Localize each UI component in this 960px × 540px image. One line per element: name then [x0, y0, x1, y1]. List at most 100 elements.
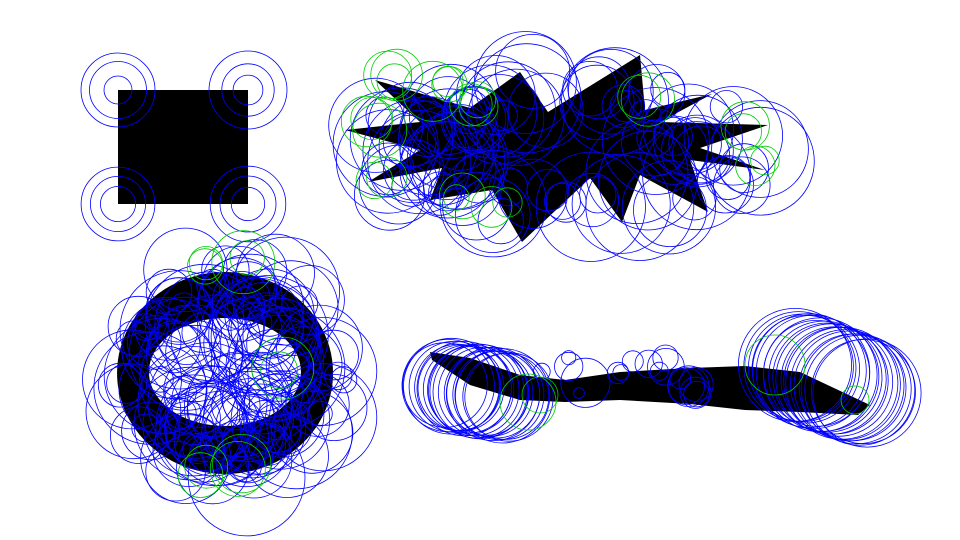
primary-circle	[383, 139, 445, 201]
primary-circle	[652, 344, 679, 371]
primary-circle	[573, 387, 585, 399]
primary-circle	[399, 105, 495, 201]
primary-circle	[89, 61, 147, 119]
primary-circle	[437, 346, 529, 438]
primary-circle	[464, 352, 554, 442]
primary-circle	[559, 64, 635, 140]
primary-circle	[812, 338, 922, 448]
primary-circle	[336, 109, 441, 214]
primary-circle	[121, 401, 180, 461]
secondary-circle	[352, 102, 408, 158]
square-figure	[80, 50, 288, 243]
primary-circle	[554, 351, 584, 382]
primary-circle	[427, 346, 515, 434]
secondary-circle	[617, 74, 662, 119]
primary-circle	[621, 108, 689, 177]
primary-circle	[474, 31, 577, 134]
primary-circle	[137, 346, 250, 459]
primary-circle	[649, 361, 669, 381]
secondary-circle	[340, 95, 393, 148]
primary-circle	[220, 351, 303, 435]
primary-circle	[210, 282, 320, 392]
primary-circle	[209, 165, 287, 243]
primary-circle	[109, 406, 168, 464]
primary-circle	[378, 96, 479, 196]
primary-circle	[107, 295, 169, 357]
primary-circle	[467, 68, 565, 166]
primary-circle	[131, 413, 161, 443]
primary-circle	[276, 304, 363, 392]
primary-circle	[121, 298, 222, 399]
primary-circle	[285, 372, 350, 437]
primary-circle	[454, 177, 531, 253]
secondary-circle	[363, 50, 413, 100]
primary-circle	[679, 376, 712, 409]
primary-circle	[134, 296, 199, 361]
primary-circle	[711, 100, 809, 198]
primary-circle	[672, 176, 717, 221]
primary-circle	[100, 185, 137, 222]
primary-circle	[154, 271, 264, 382]
secondary-circle	[750, 145, 780, 176]
primary-circle	[176, 431, 250, 505]
primary-circle	[223, 239, 288, 304]
primary-circle	[143, 227, 228, 312]
primary-circle	[417, 171, 463, 216]
primary-circle	[164, 380, 261, 477]
primary-circle	[230, 186, 266, 222]
primary-circle	[454, 350, 545, 441]
secondary-circle	[260, 351, 298, 390]
primary-circle	[642, 83, 735, 175]
primary-circle	[247, 422, 291, 466]
primary-circle	[90, 175, 147, 232]
primary-circle	[85, 363, 182, 460]
star-shape	[345, 55, 768, 242]
secondary-circle	[459, 81, 497, 119]
primary-circle	[683, 86, 783, 186]
primary-circle	[634, 349, 663, 378]
secondary-circle	[521, 376, 559, 414]
primary-circle	[106, 362, 147, 404]
primary-circle	[244, 413, 329, 498]
primary-circle	[507, 72, 584, 149]
primary-circle	[454, 348, 551, 444]
secondary-circle	[432, 65, 464, 98]
primary-circle	[281, 285, 319, 323]
primary-circle	[399, 121, 497, 219]
primary-circle	[203, 370, 295, 462]
secondary-circle	[350, 97, 394, 140]
primary-circle	[560, 357, 611, 408]
primary-circle	[713, 156, 771, 214]
secondary-circle	[458, 86, 499, 127]
primary-circle	[453, 74, 545, 165]
primary-circle	[332, 91, 439, 198]
primary-circle	[564, 172, 620, 228]
primary-circle	[349, 87, 454, 191]
star-circles	[328, 31, 815, 262]
primary-circle	[211, 380, 261, 431]
secondary-circle	[443, 184, 470, 211]
primary-circle	[545, 181, 587, 223]
primary-circle	[790, 329, 901, 441]
primary-circle	[145, 268, 193, 316]
secondary-circle	[724, 113, 762, 151]
primary-circle	[567, 48, 654, 135]
primary-circle	[705, 155, 751, 200]
secondary-circle	[840, 385, 870, 415]
primary-circle	[146, 277, 212, 343]
primary-circle	[164, 375, 197, 409]
primary-circle	[652, 94, 743, 185]
secondary-circle	[470, 186, 513, 228]
primary-circle	[236, 233, 315, 313]
primary-circle	[667, 365, 710, 408]
primary-circle	[403, 63, 499, 159]
secondary-circle	[209, 440, 266, 497]
primary-circle	[145, 441, 206, 502]
primary-circle	[361, 142, 415, 196]
star-figure	[328, 31, 815, 262]
primary-circle	[477, 198, 524, 245]
primary-circle	[231, 236, 341, 346]
bar-figure	[401, 307, 922, 448]
